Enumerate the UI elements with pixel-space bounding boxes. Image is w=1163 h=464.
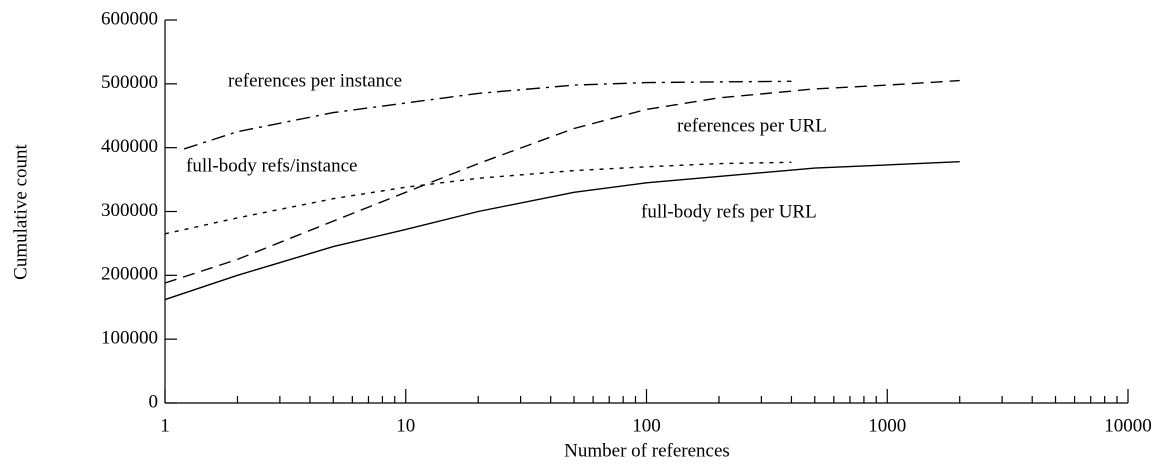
x-tick-label: 1 (160, 415, 170, 436)
series-label: references per URL (677, 115, 827, 136)
y-tick-label: 400000 (101, 136, 158, 157)
series-label: full-body refs/instance (186, 155, 357, 176)
x-tick-label: 100 (632, 415, 661, 436)
series-label: full-body refs per URL (641, 201, 817, 222)
y-tick-label: 600000 (101, 8, 158, 29)
x-tick-label: 1000 (868, 415, 906, 436)
series-label: references per instance (228, 70, 402, 91)
y-tick-label: 200000 (101, 264, 158, 285)
y-tick-label: 0 (149, 391, 159, 412)
line-series (164, 79, 960, 284)
x-tick-label: 10 (396, 415, 415, 436)
y-tick-label: 500000 (101, 72, 158, 93)
y-axis-label: Cumulative count (10, 143, 31, 279)
y-tick-label: 300000 (101, 200, 158, 221)
y-tick-label: 100000 (101, 328, 158, 349)
x-tick-label: 10000 (1104, 415, 1152, 436)
line-series (164, 161, 960, 301)
line-series (183, 80, 792, 150)
x-axis-label: Number of references (564, 440, 730, 461)
